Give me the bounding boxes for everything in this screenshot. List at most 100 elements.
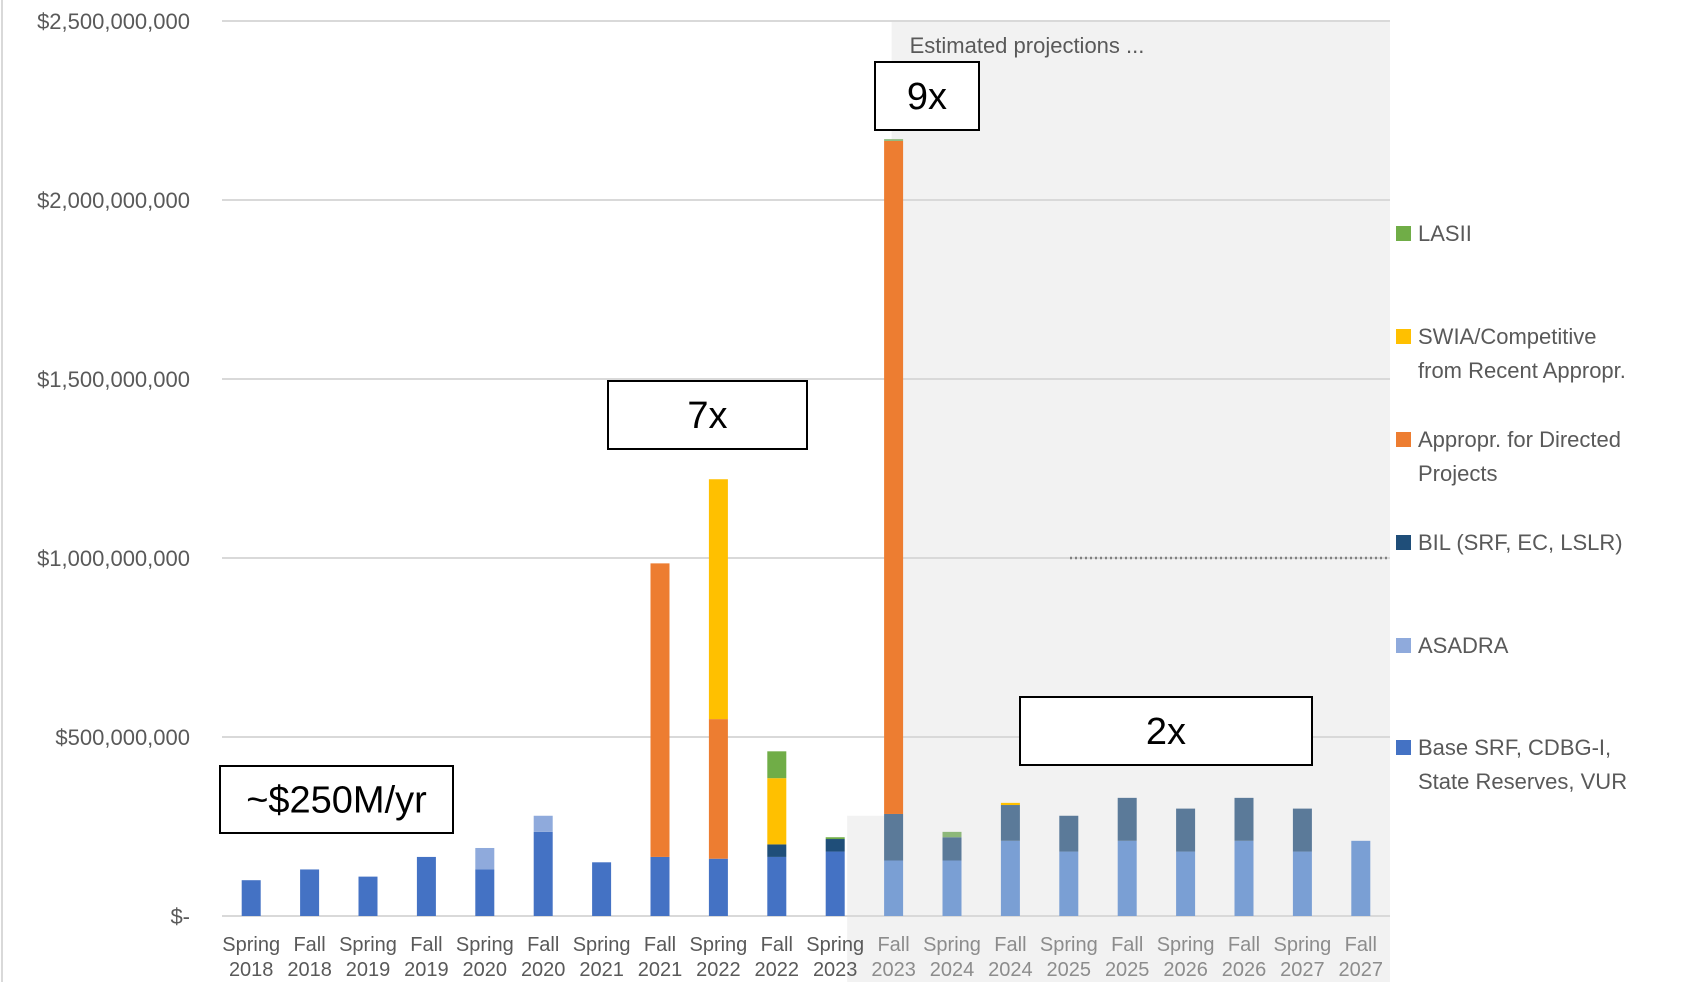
x-tick-label: Fall [1111, 934, 1143, 956]
annotation-label: 7x [687, 395, 727, 437]
legend-label: Appropr. for Directed Projects [1418, 427, 1621, 486]
bar-segment [650, 856, 670, 916]
bar-segment [241, 880, 261, 916]
x-tick-label: Fall [1228, 934, 1260, 956]
bar-segment [533, 831, 553, 916]
legend-label: BIL (SRF, EC, LSLR) [1418, 530, 1623, 555]
x-tick-label: 2024 [988, 959, 1033, 981]
bar-segment [1059, 815, 1079, 852]
x-tick-label: Fall [761, 934, 793, 956]
frame-left-border [1, 0, 3, 982]
x-tick-label: 2020 [463, 959, 508, 981]
bar-segment [475, 847, 495, 870]
bar-segment [708, 479, 728, 720]
bar-segment [767, 844, 787, 857]
x-tick-label: Spring [1157, 934, 1215, 956]
x-tick-label: 2027 [1280, 959, 1325, 981]
bar-segment [1234, 840, 1254, 916]
x-tick-label: Fall [293, 934, 325, 956]
annotation-box [219, 765, 454, 834]
legend-label: SWIA/Competitive from Recent Appropr. [1418, 324, 1626, 383]
legend-swatch [1396, 329, 1411, 344]
x-tick-label: 2025 [1105, 959, 1150, 981]
bar-segment [767, 751, 787, 779]
x-tick-label: 2018 [287, 959, 332, 981]
bar-segment [942, 860, 962, 916]
legend-label: Base SRF, CDBG-I, State Reserves, VUR [1418, 735, 1627, 794]
bar-segment [1176, 808, 1196, 852]
bar-segment [942, 831, 962, 838]
annotation-box [874, 61, 980, 131]
annotation-box [1019, 696, 1313, 766]
x-tick-label: 2026 [1222, 959, 1267, 981]
bar-segment [708, 719, 728, 859]
x-tick-label: 2026 [1163, 959, 1208, 981]
x-tick-label: Fall [527, 934, 559, 956]
bar-segment [942, 837, 962, 861]
bar-segment [1117, 797, 1137, 841]
x-tick-label: Fall [877, 934, 909, 956]
legend-label: ASADRA [1418, 633, 1509, 658]
bar-segment [767, 778, 787, 845]
annotation-label: ~$250M/yr [246, 780, 427, 822]
bar-segment [884, 813, 904, 861]
bar-segment [1000, 840, 1020, 916]
x-tick-label: 2021 [579, 959, 624, 981]
x-tick-label: 2022 [696, 959, 741, 981]
bar-segment [1234, 797, 1254, 841]
bar-segment [884, 860, 904, 916]
annotation-label: 9x [907, 76, 947, 118]
bar-segment [1176, 851, 1196, 916]
y-tick-label: $2,000,000,000 [37, 188, 190, 213]
x-tick-label: Fall [644, 934, 676, 956]
legend-label: LASII [1418, 221, 1472, 246]
bar-segment [884, 139, 904, 141]
annotation-label: 2x [1146, 711, 1186, 753]
bar-segment [825, 839, 845, 852]
legend-swatch [1396, 432, 1411, 447]
x-tick-label: Spring [689, 934, 747, 956]
bar-segment [650, 563, 670, 857]
legend-swatch [1396, 740, 1411, 755]
bar-segment [1117, 840, 1137, 916]
bar-segment [1059, 851, 1079, 916]
y-tick-label: $- [170, 904, 190, 929]
x-tick-label: 2023 [871, 959, 916, 981]
x-tick-label: Spring [339, 934, 397, 956]
legend-swatch [1396, 226, 1411, 241]
projection-background-upper [891, 21, 1390, 982]
bar-segment [300, 869, 320, 916]
bar-segment [592, 862, 612, 916]
bar-segment [1292, 851, 1312, 916]
bar-segment [358, 876, 378, 916]
bar-segment [1292, 808, 1312, 852]
bar-segment [1351, 840, 1371, 916]
y-tick-label: $1,500,000,000 [37, 367, 190, 392]
y-tick-label: $2,500,000,000 [37, 9, 190, 34]
bar-segment [1000, 805, 1020, 841]
y-tick-label: $500,000,000 [55, 725, 190, 750]
x-tick-label: 2023 [813, 959, 858, 981]
x-tick-label: Spring [806, 934, 864, 956]
bar-segment [1000, 802, 1020, 806]
bar-segment [708, 858, 728, 916]
bar-segment [825, 851, 845, 916]
x-tick-label: Spring [456, 934, 514, 956]
bar-segment [416, 856, 436, 916]
x-tick-label: Spring [923, 934, 981, 956]
bar-segment [767, 856, 787, 916]
bar-segment [884, 140, 904, 814]
bar-segment [475, 869, 495, 916]
x-tick-label: Spring [1273, 934, 1331, 956]
x-tick-label: Spring [573, 934, 631, 956]
x-tick-label: Fall [1345, 934, 1377, 956]
legend-swatch [1396, 535, 1411, 550]
annotation-box [607, 380, 808, 450]
x-tick-label: Spring [222, 934, 280, 956]
x-tick-label: 2019 [404, 959, 449, 981]
x-tick-label: Spring [1040, 934, 1098, 956]
x-tick-label: Fall [994, 934, 1026, 956]
bar-segment [533, 815, 553, 832]
projection-label: Estimated projections ... [910, 33, 1145, 58]
